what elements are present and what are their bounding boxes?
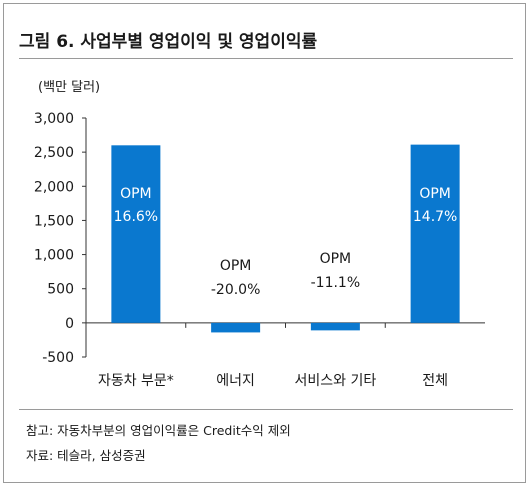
notes-divider xyxy=(19,409,513,410)
chart-bars xyxy=(111,144,460,333)
bar xyxy=(310,322,360,331)
y-tick-label: 500 xyxy=(47,282,74,298)
y-tick-label: 3,000 xyxy=(34,111,74,127)
y-tick-label: 1,000 xyxy=(34,248,74,264)
footnote-source: 자료: 테슬라, 삼성증권 xyxy=(26,448,146,463)
bar xyxy=(111,145,161,323)
y-tick-label: -500 xyxy=(42,350,74,366)
data-label-name: OPM xyxy=(419,186,451,202)
x-tick-label: 자동차 부문* xyxy=(98,373,174,389)
data-label-value: -20.0% xyxy=(211,282,261,298)
footnote-reference: 참고: 자동차부분의 영업이익률은 Credit수익 제외 xyxy=(26,423,291,438)
bar xyxy=(410,144,460,323)
y-tick-label: 2,000 xyxy=(34,179,74,195)
y-tick-label: 0 xyxy=(65,316,74,332)
figure-title: 그림 6. 사업부별 영업이익 및 영업이익률 xyxy=(19,32,318,52)
bar xyxy=(211,322,261,333)
y-tick-label: 2,500 xyxy=(34,145,74,161)
y-axis-unit-label: (백만 달러) xyxy=(38,80,100,95)
data-label-name: OPM xyxy=(220,258,252,274)
x-tick-label: 에너지 xyxy=(216,373,255,389)
y-tick-label: 1,500 xyxy=(34,213,74,229)
title-divider xyxy=(19,58,513,59)
data-label-name: OPM xyxy=(120,186,152,202)
chart-labels: 자동차 부문* OPM 16.6% 에너지 OPM -20.0% 서비스와 기타 OPM -11… xyxy=(98,186,457,389)
data-label-value: -11.1% xyxy=(311,275,361,291)
data-label-value: 16.6% xyxy=(114,209,158,225)
data-label-name: OPM xyxy=(320,251,352,267)
x-tick-label: 전체 xyxy=(422,373,448,389)
x-tick-label: 서비스와 기타 xyxy=(295,373,377,389)
data-label-value: 14.7% xyxy=(413,209,457,225)
